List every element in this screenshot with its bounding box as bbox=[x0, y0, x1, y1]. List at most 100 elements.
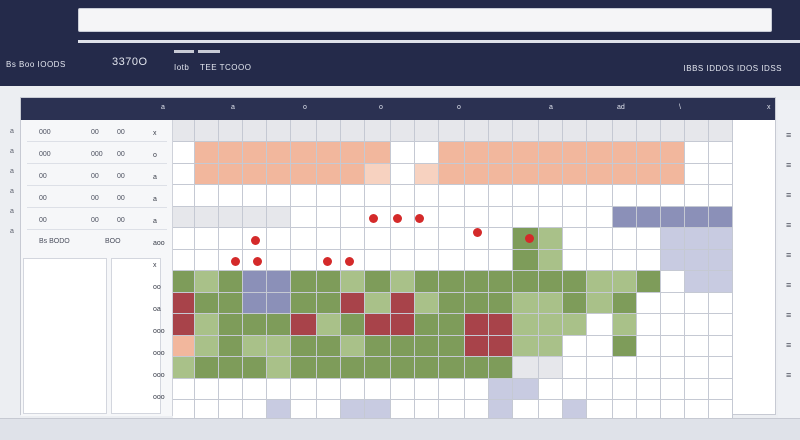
grid-cell[interactable] bbox=[219, 378, 243, 400]
grid-cell[interactable] bbox=[613, 314, 637, 336]
grid-cell[interactable] bbox=[539, 357, 563, 379]
grid-cell[interactable] bbox=[563, 357, 587, 379]
grid-cell[interactable] bbox=[243, 335, 267, 357]
grid-cell[interactable] bbox=[391, 292, 415, 314]
grid-cell[interactable] bbox=[539, 206, 563, 228]
grid-cell[interactable] bbox=[613, 335, 637, 357]
grid-cell[interactable] bbox=[685, 228, 709, 250]
grid-cell[interactable] bbox=[685, 292, 709, 314]
grid-cell[interactable] bbox=[661, 357, 685, 379]
grid-cell[interactable] bbox=[539, 249, 563, 271]
grid-cell[interactable] bbox=[587, 163, 613, 185]
grid-cell[interactable] bbox=[267, 292, 291, 314]
grid-cell[interactable] bbox=[391, 378, 415, 400]
grid-cell[interactable] bbox=[587, 335, 613, 357]
marker-dot[interactable] bbox=[231, 257, 240, 266]
grid-cell[interactable] bbox=[539, 335, 563, 357]
grid-cell[interactable] bbox=[465, 271, 489, 293]
grid-cell[interactable] bbox=[317, 292, 341, 314]
grid-cell[interactable] bbox=[173, 357, 195, 379]
grid-cell[interactable] bbox=[637, 357, 661, 379]
grid-cell[interactable] bbox=[685, 314, 709, 336]
grid-cell[interactable] bbox=[709, 378, 733, 400]
marker-dot[interactable] bbox=[369, 214, 378, 223]
grid-cell[interactable] bbox=[291, 378, 317, 400]
grid-cell[interactable] bbox=[563, 271, 587, 293]
grid-cell[interactable] bbox=[291, 206, 317, 228]
grid-cell[interactable] bbox=[415, 120, 439, 142]
grid-cell[interactable] bbox=[391, 120, 415, 142]
grid-cell[interactable] bbox=[195, 357, 219, 379]
grid-cell[interactable] bbox=[563, 142, 587, 164]
grid-cell[interactable] bbox=[465, 163, 489, 185]
grid-cell[interactable] bbox=[341, 271, 365, 293]
grid-cell[interactable] bbox=[661, 120, 685, 142]
marker-dot[interactable] bbox=[323, 257, 332, 266]
grid-cell[interactable] bbox=[709, 185, 733, 207]
grid-cell[interactable] bbox=[539, 378, 563, 400]
grid-cell[interactable] bbox=[267, 357, 291, 379]
grid-cell[interactable] bbox=[439, 185, 465, 207]
grid-cell[interactable] bbox=[365, 271, 391, 293]
marker-dot[interactable] bbox=[253, 257, 262, 266]
grid-cell[interactable] bbox=[613, 185, 637, 207]
grid-cell[interactable] bbox=[341, 206, 365, 228]
right-edge-icon[interactable]: ≡ bbox=[786, 340, 792, 350]
grid-cell[interactable] bbox=[317, 120, 341, 142]
grid-cell[interactable] bbox=[267, 249, 291, 271]
grid-cell[interactable] bbox=[513, 206, 539, 228]
grid-cell[interactable] bbox=[513, 249, 539, 271]
grid-cell[interactable] bbox=[489, 228, 513, 250]
grid-cell[interactable] bbox=[613, 163, 637, 185]
marker-dot[interactable] bbox=[415, 214, 424, 223]
grid-cell[interactable] bbox=[587, 271, 613, 293]
grid-cell[interactable] bbox=[267, 335, 291, 357]
grid-cell[interactable] bbox=[341, 292, 365, 314]
grid-cell[interactable] bbox=[195, 142, 219, 164]
grid-cell[interactable] bbox=[685, 206, 709, 228]
grid-cell[interactable] bbox=[587, 249, 613, 271]
grid-cell[interactable] bbox=[661, 185, 685, 207]
grid-cell[interactable] bbox=[709, 292, 733, 314]
grid-cell[interactable] bbox=[173, 314, 195, 336]
grid-cell[interactable] bbox=[317, 163, 341, 185]
right-edge-icon[interactable]: ≡ bbox=[786, 370, 792, 380]
grid-cell[interactable] bbox=[415, 142, 439, 164]
grid-cell[interactable] bbox=[489, 163, 513, 185]
grid-cell[interactable] bbox=[661, 271, 685, 293]
grid-cell[interactable] bbox=[291, 228, 317, 250]
grid-cell[interactable] bbox=[637, 249, 661, 271]
grid-cell[interactable] bbox=[587, 292, 613, 314]
marker-dot[interactable] bbox=[251, 236, 260, 245]
grid-cell[interactable] bbox=[539, 228, 563, 250]
left-panel-row[interactable]: 00 00 00 bbox=[27, 190, 167, 208]
grid-cell[interactable] bbox=[709, 335, 733, 357]
grid-cell[interactable] bbox=[709, 163, 733, 185]
grid-cell[interactable] bbox=[513, 335, 539, 357]
grid-cell[interactable] bbox=[709, 357, 733, 379]
grid-cell[interactable] bbox=[317, 357, 341, 379]
left-panel-row[interactable]: 00 00 00 bbox=[27, 168, 167, 186]
grid-cell[interactable] bbox=[243, 142, 267, 164]
grid-cell[interactable] bbox=[613, 206, 637, 228]
grid-cell[interactable] bbox=[391, 335, 415, 357]
right-edge-icon[interactable]: ≡ bbox=[786, 280, 792, 290]
grid-cell[interactable] bbox=[539, 163, 563, 185]
grid-cell[interactable] bbox=[195, 271, 219, 293]
grid-cell[interactable] bbox=[219, 292, 243, 314]
grid-cell[interactable] bbox=[613, 378, 637, 400]
grid-cell[interactable] bbox=[291, 314, 317, 336]
grid-cell[interactable] bbox=[465, 228, 489, 250]
grid-cell[interactable] bbox=[637, 120, 661, 142]
grid-cell[interactable] bbox=[267, 142, 291, 164]
grid-cell[interactable] bbox=[661, 206, 685, 228]
grid-cell[interactable] bbox=[539, 314, 563, 336]
grid-cell[interactable] bbox=[685, 378, 709, 400]
grid-cell[interactable] bbox=[391, 163, 415, 185]
grid-cell[interactable] bbox=[173, 206, 195, 228]
grid-cell[interactable] bbox=[415, 335, 439, 357]
grid-cell[interactable] bbox=[587, 142, 613, 164]
grid-cell[interactable] bbox=[391, 185, 415, 207]
grid-cell[interactable] bbox=[613, 249, 637, 271]
grid-cell[interactable] bbox=[465, 314, 489, 336]
